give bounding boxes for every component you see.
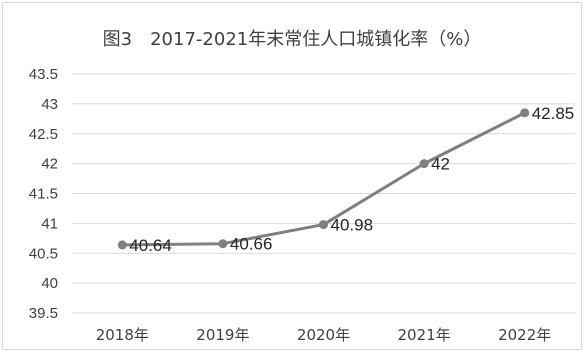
data-label: 42.85 — [532, 104, 575, 123]
y-axis-tick-labels: 39.5 40 40.5 41 41.5 42 42.5 43 43.5 — [29, 66, 58, 322]
x-tick-label: 2019年 — [196, 326, 249, 344]
y-tick-label: 41.5 — [29, 186, 58, 203]
data-point — [520, 108, 530, 118]
chart-title: 图3 2017-2021年末常住人口城镇化率（%） — [103, 29, 482, 50]
x-tick-label: 2018年 — [96, 326, 149, 344]
y-tick-label: 42 — [41, 156, 58, 173]
data-point — [218, 239, 228, 249]
gridlines — [72, 73, 575, 314]
data-labels: 40.64 40.66 40.98 42 42.85 — [129, 104, 574, 255]
x-tick-label: 2022年 — [498, 326, 551, 344]
data-label: 40.64 — [129, 236, 172, 255]
y-tick-label: 40 — [41, 275, 58, 292]
data-label: 40.66 — [230, 235, 273, 254]
y-tick-label: 41 — [41, 215, 58, 232]
y-tick-label: 39.5 — [29, 305, 58, 322]
x-tick-label: 2021年 — [398, 326, 451, 344]
data-points — [117, 108, 530, 250]
y-tick-label: 42.5 — [29, 126, 58, 143]
data-label: 42 — [431, 155, 450, 174]
y-tick-label: 40.5 — [29, 245, 58, 262]
data-point — [117, 240, 127, 250]
x-tick-label: 2020年 — [297, 326, 350, 344]
y-tick-label: 43 — [41, 96, 58, 113]
data-label: 40.98 — [331, 216, 374, 235]
x-axis-tick-labels: 2018年 2019年 2020年 2021年 2022年 — [96, 326, 552, 344]
chart-frame — [2, 2, 582, 350]
y-tick-label: 43.5 — [29, 66, 58, 83]
data-point — [419, 159, 429, 169]
data-point — [319, 220, 328, 230]
